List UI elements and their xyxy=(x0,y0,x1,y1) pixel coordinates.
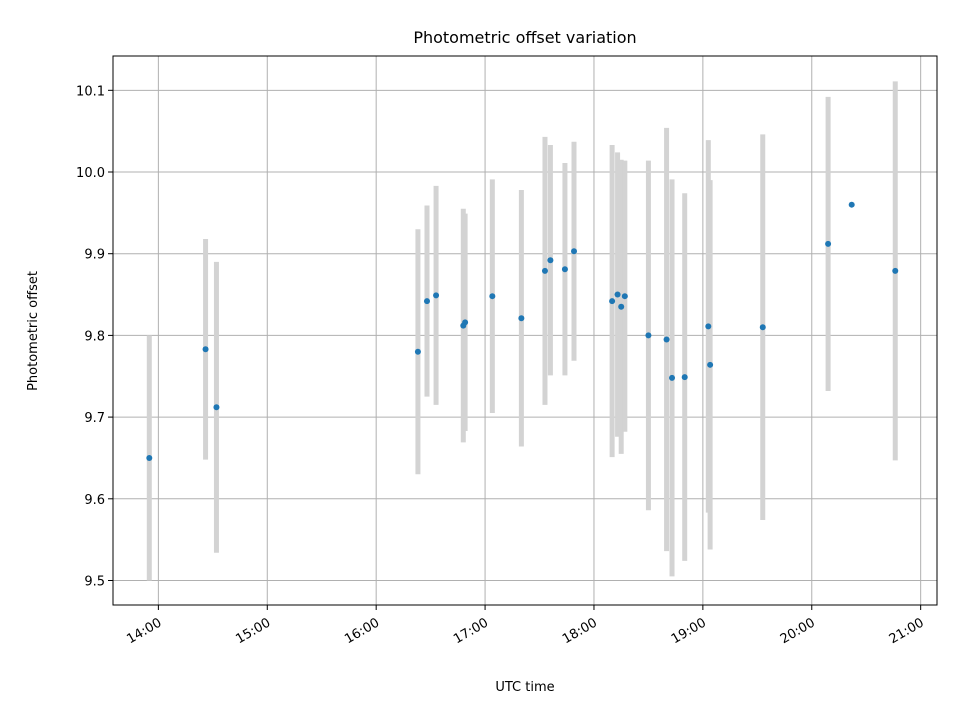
y-tick-label: 9.9 xyxy=(84,248,105,263)
data-point xyxy=(213,404,220,411)
data-point xyxy=(462,319,469,326)
data-point xyxy=(489,293,496,300)
plot-frame xyxy=(112,55,938,606)
x-tick-label: 18:00 xyxy=(560,615,600,647)
y-tick-label: 9.8 xyxy=(84,329,105,344)
data-point xyxy=(663,336,670,343)
data-point xyxy=(645,332,652,339)
y-axis-label: Photometric offset xyxy=(26,271,41,391)
data-points xyxy=(146,201,899,461)
data-point xyxy=(541,267,548,274)
x-tick-label: 17:00 xyxy=(451,615,491,647)
data-point xyxy=(825,240,832,247)
data-point xyxy=(681,374,688,381)
data-point xyxy=(414,348,421,355)
data-point xyxy=(614,291,621,298)
x-tick-label: 21:00 xyxy=(887,615,927,647)
data-point xyxy=(669,374,676,381)
chart-title: Photometric offset variation xyxy=(413,28,636,47)
data-point xyxy=(609,298,616,305)
x-tick-label: 16:00 xyxy=(342,615,382,647)
data-point xyxy=(571,248,578,255)
x-axis-ticks: 14:00 15:00 16:00 17:00 18:00 19:00 20:00 21:00 xyxy=(124,605,927,647)
data-point xyxy=(759,324,766,331)
error-bars xyxy=(146,81,898,581)
data-point xyxy=(621,293,628,300)
data-point xyxy=(618,303,625,310)
data-point xyxy=(547,257,554,264)
y-tick-label: 9.5 xyxy=(84,574,105,589)
y-tick-label: 9.7 xyxy=(84,411,105,426)
y-tick-label: 9.6 xyxy=(84,493,105,508)
data-point xyxy=(848,201,855,208)
x-tick-label: 19:00 xyxy=(669,615,709,647)
y-axis-ticks: 9.5 9.6 9.7 9.8 9.9 10.0 10.1 xyxy=(76,84,113,589)
data-point xyxy=(146,454,153,461)
x-axis-label: UTC time xyxy=(495,680,554,695)
data-point xyxy=(423,298,430,305)
x-tick-label: 15:00 xyxy=(233,615,273,647)
x-tick-label: 20:00 xyxy=(778,615,818,647)
data-point xyxy=(433,292,440,299)
x-tick-label: 14:00 xyxy=(124,615,164,647)
data-point xyxy=(707,361,714,368)
y-tick-label: 10.0 xyxy=(76,166,105,181)
data-point xyxy=(892,267,899,274)
grid xyxy=(113,56,937,605)
data-point xyxy=(705,323,712,330)
data-point xyxy=(561,266,568,273)
y-tick-label: 10.1 xyxy=(76,84,105,99)
data-point xyxy=(202,346,209,353)
data-point xyxy=(518,315,525,322)
